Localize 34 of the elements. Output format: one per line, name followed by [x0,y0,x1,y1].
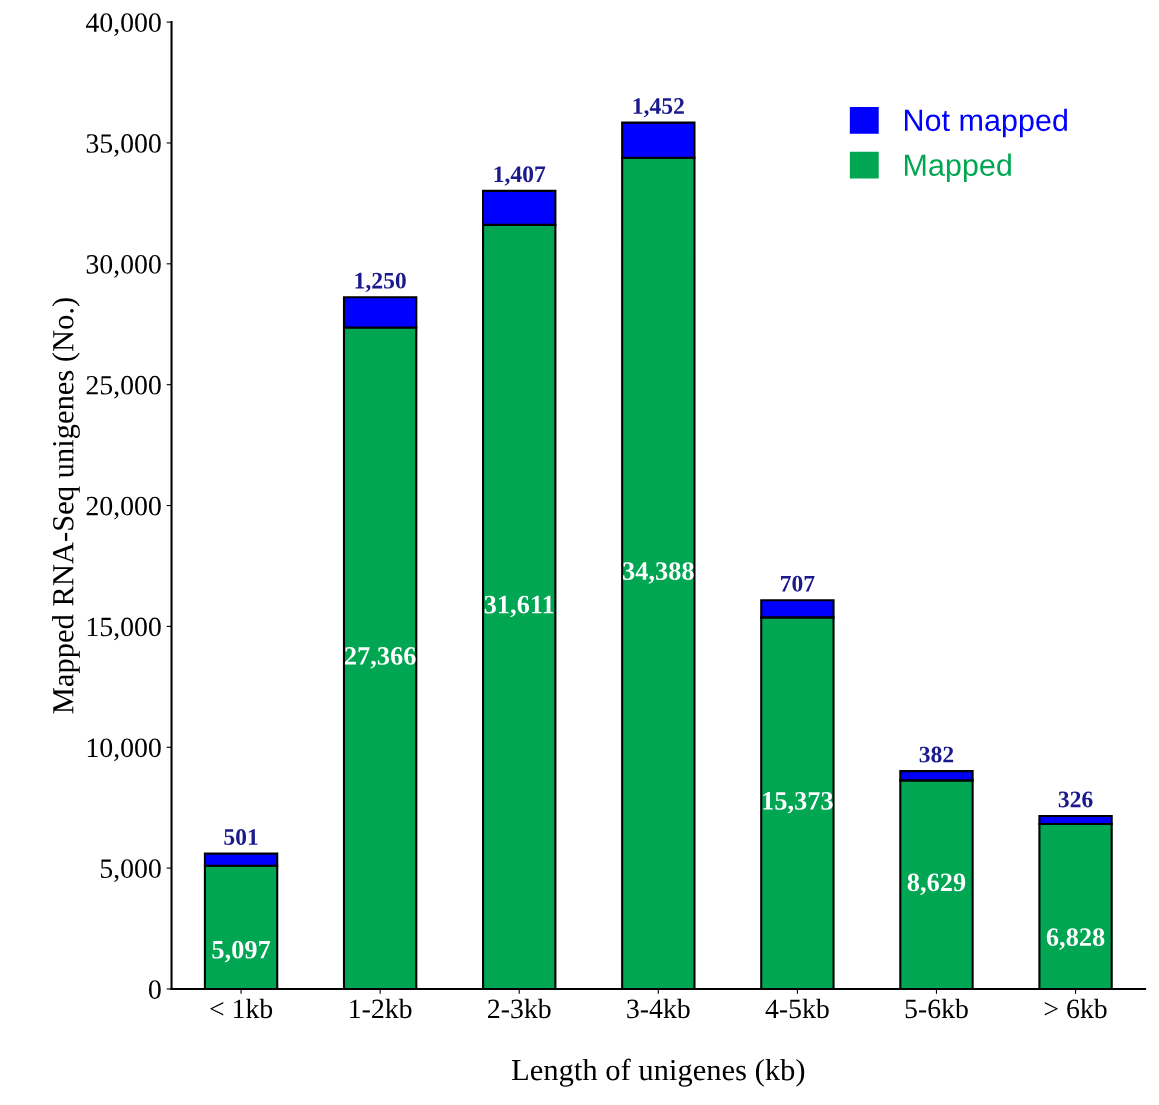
legend-label: Not mapped [904,108,1067,138]
data-label: 707 [781,575,815,592]
data-label: 31,611 [484,595,554,618]
y-tick-label: 15,000 [87,617,161,641]
y-tick-label: 40,000 [85,13,161,37]
data-label: 1,250 [355,272,406,293]
y-tick-label: 35,000 [86,134,161,157]
data-label: 1,407 [494,166,546,186]
y-tick-label: 5,000 [100,859,161,883]
y-tick-label: 0 [148,980,161,999]
x-tick-label: 4-5kb [765,998,829,1019]
data-label: 8,629 [907,873,966,896]
y-axis-title: Mapped RNA-Seq unigenes (No.) [52,298,80,714]
data-label: 382 [919,746,954,763]
data-label: 501 [224,829,258,845]
x-tick-label: > 6kb [1044,998,1107,1019]
y-tick-label: 10,000 [87,738,161,762]
y-tick-label: 20,000 [86,496,161,520]
data-label: 27,366 [344,647,416,669]
x-axis-title: Length of unigenes (kb) [511,1058,805,1087]
x-tick-label: 2-3kb [488,998,551,1019]
y-tick-label: 25,000 [86,375,161,399]
data-label: 326 [1058,791,1093,808]
y-tick-label: 30,000 [86,254,161,278]
x-tick-label: 5-6kb [905,998,968,1019]
x-tick-label: 1-2kb [350,998,412,1019]
data-label: 6,828 [1046,928,1105,950]
x-tick-label: < 1kb [210,998,273,1019]
x-tick-label: 3-4kb [627,998,690,1019]
legend-label: Mapped [904,153,1011,183]
data-label: 1,452 [633,98,684,118]
data-label: 34,388 [623,562,694,584]
data-label: 5,097 [212,940,271,963]
data-label: 15,373 [763,792,833,814]
